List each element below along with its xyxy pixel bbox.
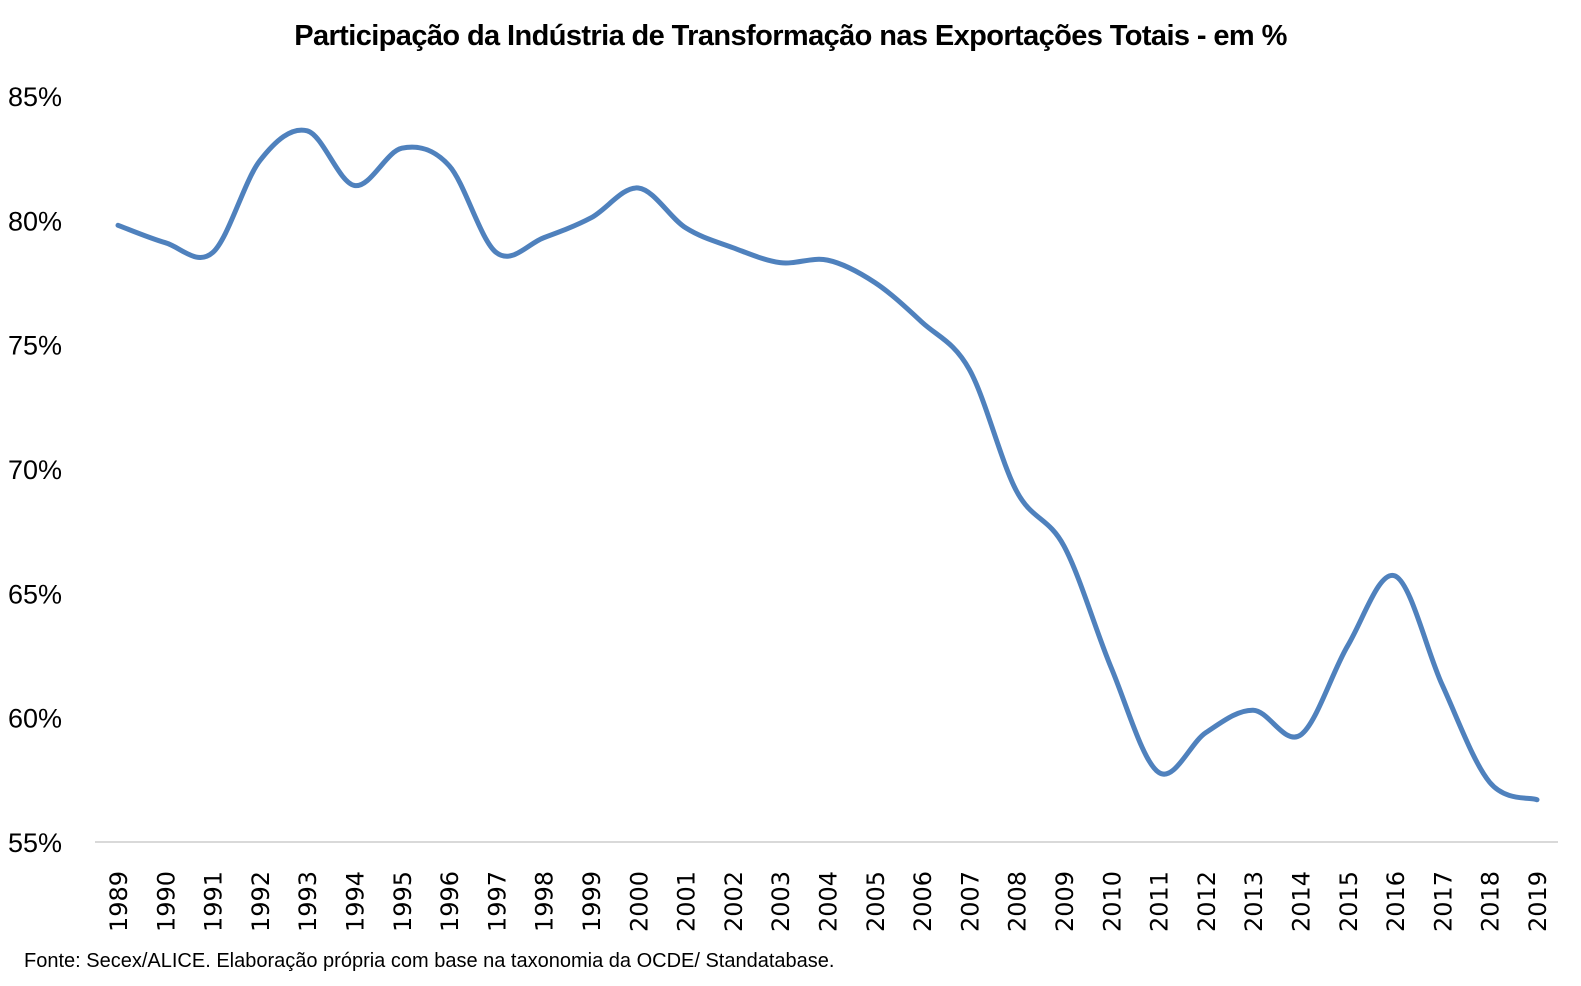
- data-point-2018: [1487, 780, 1492, 785]
- data-point-2003: [778, 260, 783, 265]
- data-point-1991: [210, 250, 215, 255]
- data-point-2004: [825, 258, 830, 263]
- y-tick-label: 55%: [8, 828, 62, 858]
- data-point-2007: [967, 367, 972, 372]
- data-point-2010: [1109, 665, 1114, 670]
- data-point-2005: [872, 280, 877, 285]
- data-point-1997: [494, 250, 499, 255]
- y-tick-label: 60%: [8, 704, 62, 734]
- x-tick-label: 2015: [1335, 871, 1363, 932]
- y-tick-label: 80%: [8, 206, 62, 236]
- y-tick-label: 85%: [8, 82, 62, 112]
- x-tick-label: 1990: [152, 871, 180, 932]
- x-tick-label: 2019: [1524, 871, 1552, 932]
- x-tick-label: 2006: [909, 871, 937, 932]
- data-point-1993: [305, 128, 310, 133]
- x-tick-label: 2014: [1288, 871, 1316, 932]
- data-point-2011: [1156, 770, 1161, 775]
- data-point-2008: [1014, 489, 1019, 494]
- x-tick-label: 2004: [815, 871, 843, 932]
- x-tick-label: 2010: [1098, 871, 1126, 932]
- series-line: [115, 127, 1540, 803]
- data-point-2006: [920, 320, 925, 325]
- y-tick-label: 70%: [8, 455, 62, 485]
- x-tick-label: 2005: [862, 871, 890, 932]
- x-tick-label: 1989: [105, 871, 133, 932]
- data-point-2002: [730, 245, 735, 250]
- x-tick-label: 2002: [720, 871, 748, 932]
- x-tick-label: 2000: [625, 871, 653, 932]
- y-axis-tick-labels: 55% 60% 65% 70% 75% 80% 85%: [8, 82, 62, 858]
- data-point-1995: [399, 146, 404, 151]
- data-points: [116, 128, 1540, 802]
- data-point-2019: [1535, 797, 1540, 802]
- x-tick-label: 1998: [531, 871, 559, 932]
- data-point-1994: [352, 183, 357, 188]
- data-point-1989: [116, 223, 121, 228]
- y-tick-label: 75%: [8, 331, 62, 361]
- x-tick-label: 1996: [436, 871, 464, 932]
- data-point-2013: [1251, 708, 1256, 713]
- x-tick-label: 2018: [1477, 871, 1505, 932]
- chart-title: Participação da Indústria de Transformaç…: [294, 20, 1287, 52]
- x-tick-label: 2001: [673, 871, 701, 932]
- data-point-1990: [163, 240, 168, 245]
- data-point-2017: [1440, 683, 1445, 688]
- x-tick-label: 1995: [389, 871, 417, 932]
- data-point-1992: [257, 158, 262, 163]
- x-tick-label: 2003: [767, 871, 795, 932]
- data-point-2012: [1203, 730, 1208, 735]
- y-tick-label: 65%: [8, 579, 62, 609]
- x-tick-label: 1993: [294, 871, 322, 932]
- data-point-2009: [1062, 544, 1067, 549]
- data-point-1998: [541, 235, 546, 240]
- x-tick-label: 2007: [956, 871, 984, 932]
- data-point-2000: [636, 186, 641, 191]
- x-tick-label: 2016: [1382, 871, 1410, 932]
- x-axis-tick-labels: 1989 1990 1991 1992 1993 1994 1995 1996 1997 1998…: [105, 871, 1552, 932]
- x-tick-label: 2012: [1193, 871, 1221, 932]
- x-tick-label: 1999: [578, 871, 606, 932]
- data-point-2016: [1393, 573, 1398, 578]
- data-point-1999: [589, 215, 594, 220]
- source-note: Fonte: Secex/ALICE. Elaboração própria c…: [24, 950, 835, 972]
- x-tick-label: 1992: [247, 871, 275, 932]
- data-point-1996: [447, 163, 452, 168]
- x-tick-label: 1994: [342, 871, 370, 932]
- data-point-2001: [683, 225, 688, 230]
- x-tick-label: 2008: [1004, 871, 1032, 932]
- data-point-2015: [1345, 643, 1350, 648]
- x-tick-label: 2017: [1429, 871, 1457, 932]
- x-tick-label: 2013: [1240, 871, 1268, 932]
- x-tick-label: 2011: [1146, 871, 1174, 932]
- x-tick-label: 1991: [200, 871, 228, 932]
- x-tick-label: 2009: [1051, 871, 1079, 932]
- x-tick-label: 1997: [483, 871, 511, 932]
- data-point-2014: [1298, 733, 1303, 738]
